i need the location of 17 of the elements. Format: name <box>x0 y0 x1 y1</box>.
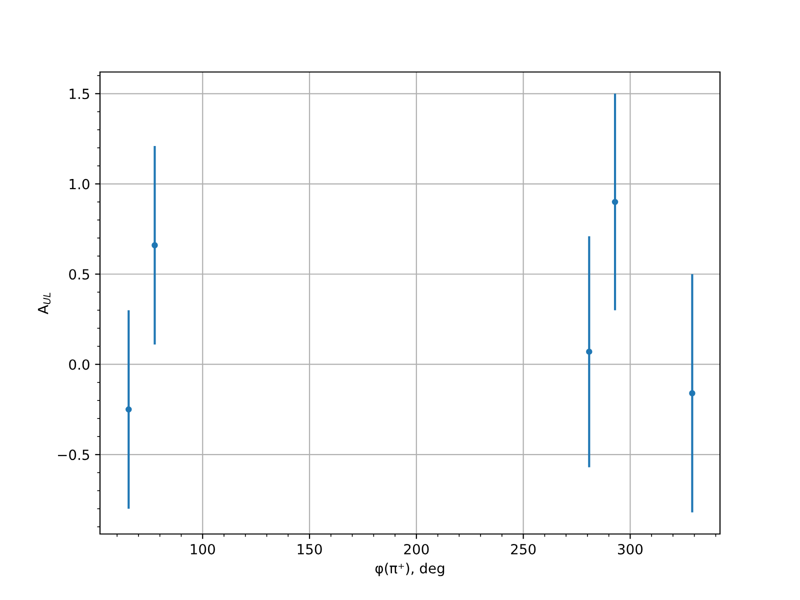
point <box>126 406 132 413</box>
y-tick-label: 0.5 <box>69 269 90 280</box>
y-tick-label: 0.0 <box>69 359 90 370</box>
point <box>586 348 592 355</box>
x-tick-label: 100 <box>190 544 215 554</box>
point <box>689 390 696 396</box>
y-tick-label: −0.5 <box>58 450 90 460</box>
x-tick-label: 200 <box>404 544 429 554</box>
y-axis-title: A$_{UL}$ <box>38 292 51 314</box>
x-tick-label: 150 <box>298 544 322 554</box>
x-tick-label: 250 <box>511 544 536 554</box>
y-tick-label: 1.5 <box>70 88 90 100</box>
point <box>612 198 618 206</box>
x-axis-title: φ(π⁺), deg <box>375 562 444 576</box>
x-tick-label: 300 <box>618 544 643 554</box>
point <box>152 242 158 248</box>
y-tick-label: 1.0 <box>70 178 90 190</box>
